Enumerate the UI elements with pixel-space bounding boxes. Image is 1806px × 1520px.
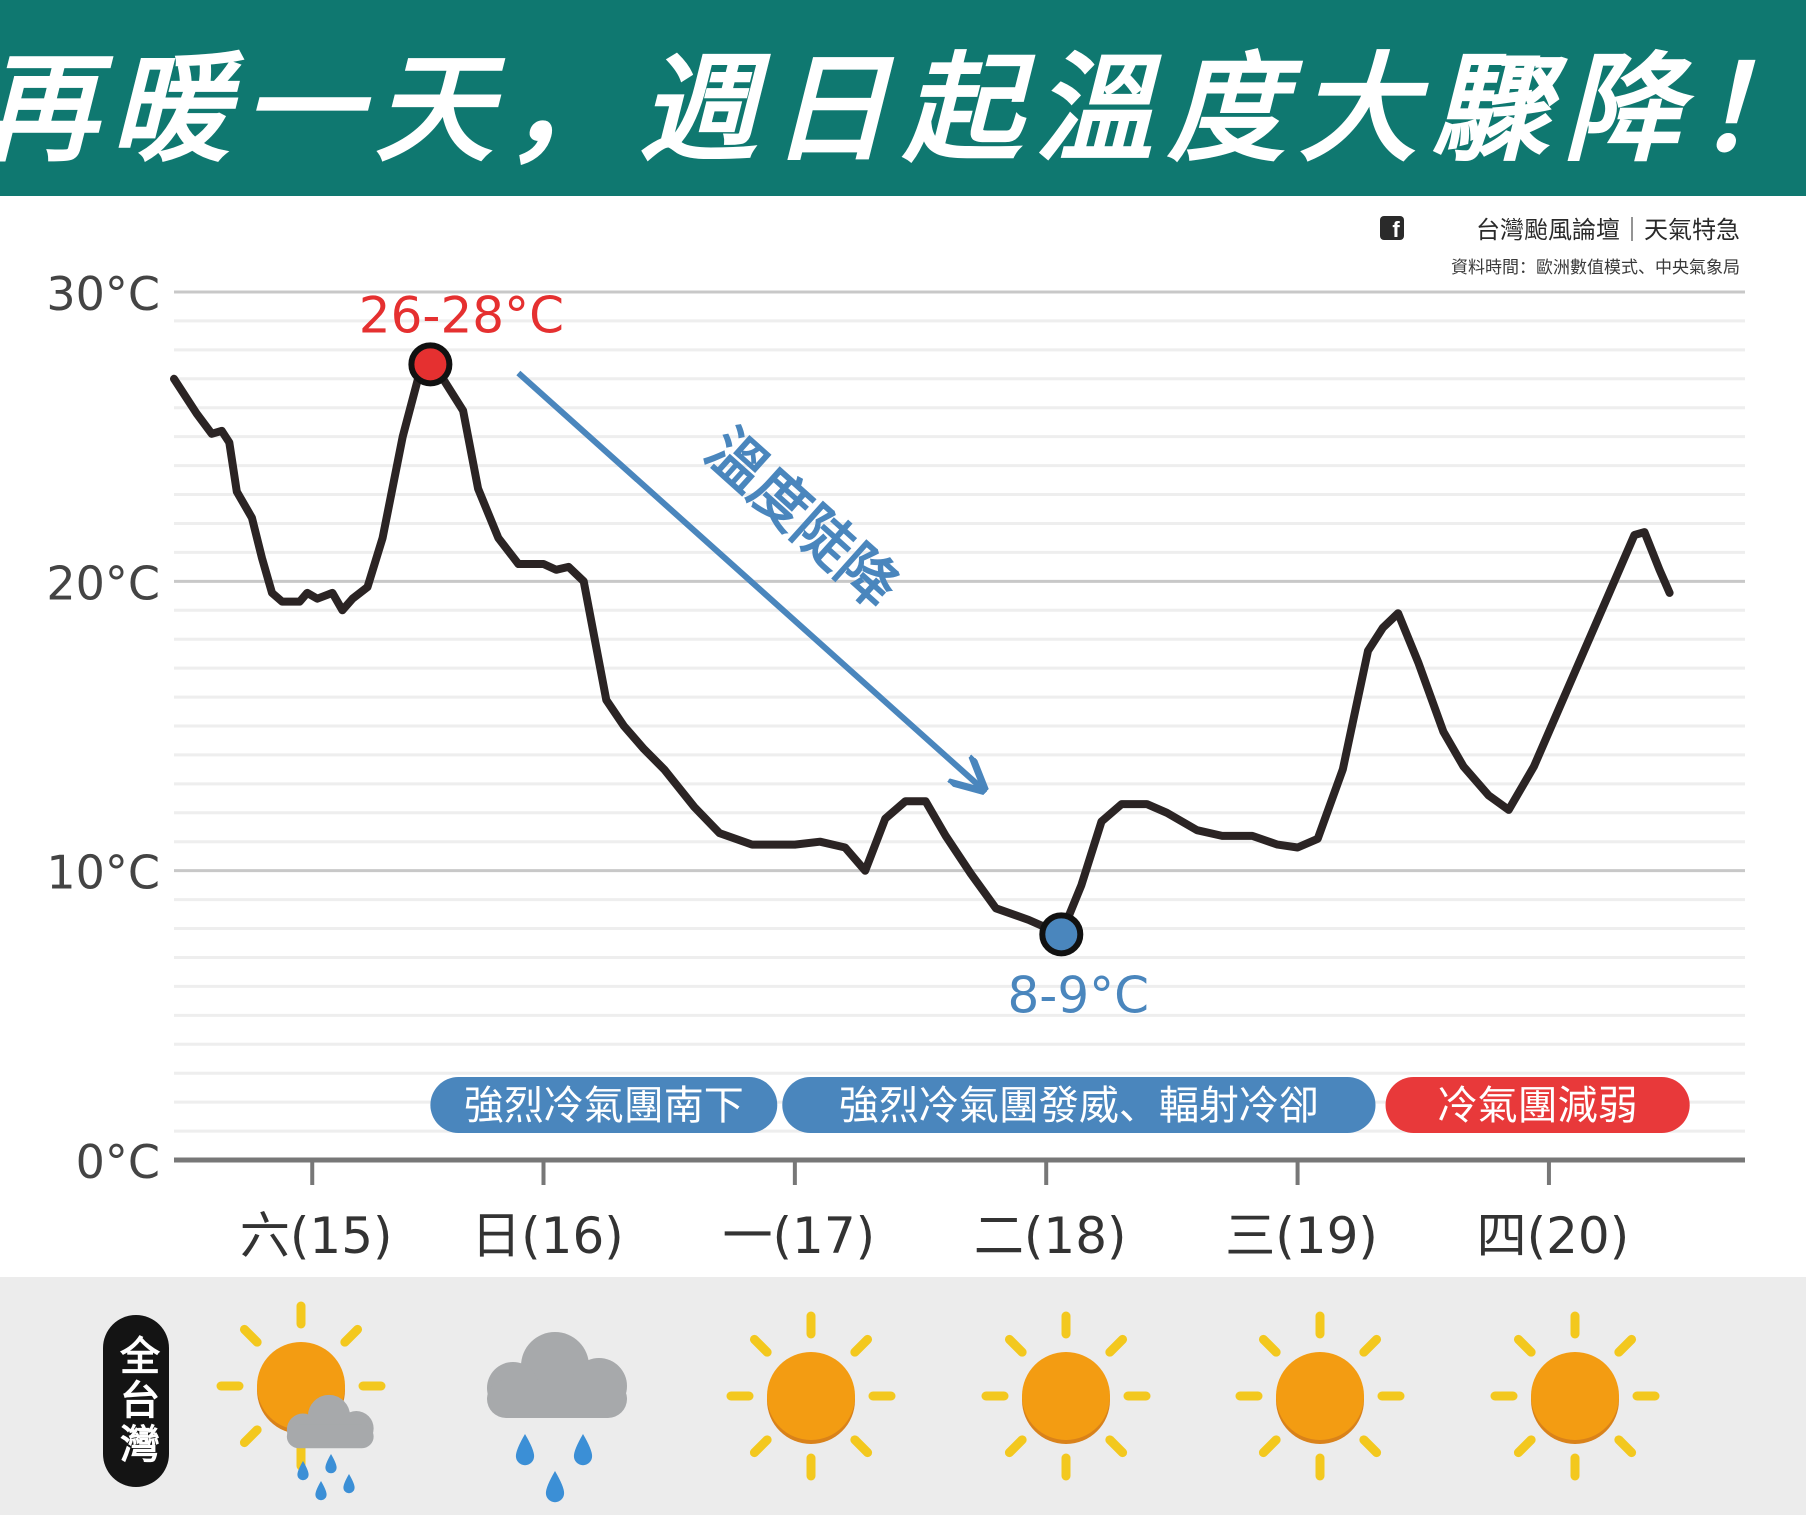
temperature-series [170,360,1674,939]
region-label: 全台灣 [103,1315,169,1487]
phase-badge [782,1077,1376,1133]
x-tick-label: 日(16) [471,1207,624,1265]
sun-icon [691,1276,931,1520]
sun-icon [1200,1276,1440,1520]
sun-icon [1455,1276,1695,1520]
rain-cloud-icon [435,1276,675,1520]
chart-gridlines: 0°C 10°C 20°C 30°C [46,267,1745,1189]
phase-badge-label: 強烈冷氣團南下 [464,1083,744,1129]
x-tick-label: 一(17) [723,1207,876,1265]
svg-text:f: f [1392,217,1400,242]
trend-arrow [516,370,983,790]
page-title: 再暖一天，週日起溫度大驟降！ [0,39,1806,178]
trend-label: 溫度陡降 [693,416,911,621]
header-banner: 再暖一天，週日起溫度大驟降！ [0,0,1806,196]
phase-badge-label: 冷氣團減弱 [1438,1083,1638,1129]
forecast-strip: 全台灣 [0,1277,1806,1515]
x-tick-label: 四(20) [1477,1207,1630,1265]
x-tick-label: 三(19) [1225,1207,1378,1265]
min-temperature-marker [1039,912,1084,957]
credit-data-note: 資料時間：歐洲數值模式、中央氣象局 [1451,258,1740,278]
phase-badges: 強烈冷氣團南下 強烈冷氣團發威、輻射冷卻 冷氣團減弱 [430,1077,1690,1133]
extreme-markers: 26-28°C 8-9°C [359,286,1149,1024]
phase-badge [1385,1077,1690,1133]
credit-source: 台灣颱風論壇｜天氣特急 [1476,216,1740,244]
max-temperature-label: 26-28°C [359,286,564,344]
phase-badge-label: 強烈冷氣團發威、輻射冷卻 [839,1083,1319,1129]
y-tick-label: 0°C [76,1135,160,1189]
sun-cloud-rain-icon [181,1276,421,1520]
max-temperature-marker [408,342,453,387]
y-tick-label: 10°C [46,846,160,900]
x-tick-label: 二(18) [974,1207,1127,1265]
facebook-icon: f [1380,216,1404,242]
y-tick-label: 20°C [46,556,160,610]
chart-axes: 六(15) 日(16) 一(17) 二(18) 三(19) 四(20) [174,1157,1745,1265]
sun-icon [946,1276,1186,1520]
min-temperature-label: 8-9°C [1008,966,1150,1024]
y-tick-label: 30°C [46,267,160,321]
phase-badge [430,1077,778,1133]
temperature-line-chart: f 台灣颱風論壇｜天氣特急 資料時間：歐洲數值模式、中央氣象局 0°C 10°C 2… [46,216,1745,1265]
x-tick-label: 六(15) [240,1207,393,1265]
temperature-line [170,360,1674,939]
